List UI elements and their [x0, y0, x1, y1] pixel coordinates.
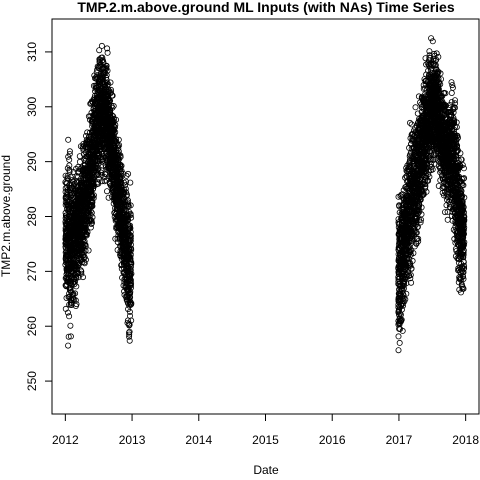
x-tick-label: 2012 — [52, 433, 79, 447]
data-point — [66, 137, 71, 142]
data-point — [86, 248, 91, 253]
x-axis-title: Date — [253, 463, 279, 477]
data-point — [429, 36, 434, 41]
data-point — [68, 323, 73, 328]
chart-title: TMP.2.m.above.ground ML Inputs (with NAs… — [77, 0, 454, 15]
x-axis: 2012 2013 2014 2015 2016 2017 2018 — [52, 414, 479, 447]
y-tick-label: 300 — [25, 96, 39, 116]
x-tick-label: 2017 — [386, 433, 413, 447]
y-tick-label: 310 — [25, 42, 39, 62]
x-tick-label: 2016 — [319, 433, 346, 447]
y-tick-label: 290 — [25, 151, 39, 171]
y-axis: 250 260 270 280 290 300 310 — [25, 42, 52, 392]
y-tick-label: 260 — [25, 316, 39, 336]
data-point — [66, 343, 71, 348]
data-point — [97, 48, 102, 53]
data-point — [445, 217, 450, 222]
x-tick-label: 2013 — [119, 433, 146, 447]
data-point — [77, 154, 82, 159]
data-point — [396, 334, 401, 339]
data-point — [459, 283, 464, 288]
data-point — [104, 189, 109, 194]
x-tick-label: 2015 — [252, 433, 279, 447]
data-points — [63, 36, 467, 353]
x-tick-label: 2014 — [185, 433, 212, 447]
data-point — [430, 39, 435, 44]
x-tick-label: 2018 — [452, 433, 479, 447]
data-point — [413, 105, 418, 110]
data-point — [397, 340, 402, 345]
y-tick-label: 250 — [25, 371, 39, 391]
data-point — [396, 348, 401, 353]
y-axis-title: TMP2.m.above.ground — [0, 155, 13, 277]
y-tick-label: 270 — [25, 261, 39, 281]
y-tick-label: 280 — [25, 206, 39, 226]
data-point — [106, 195, 111, 200]
data-point — [67, 157, 72, 162]
